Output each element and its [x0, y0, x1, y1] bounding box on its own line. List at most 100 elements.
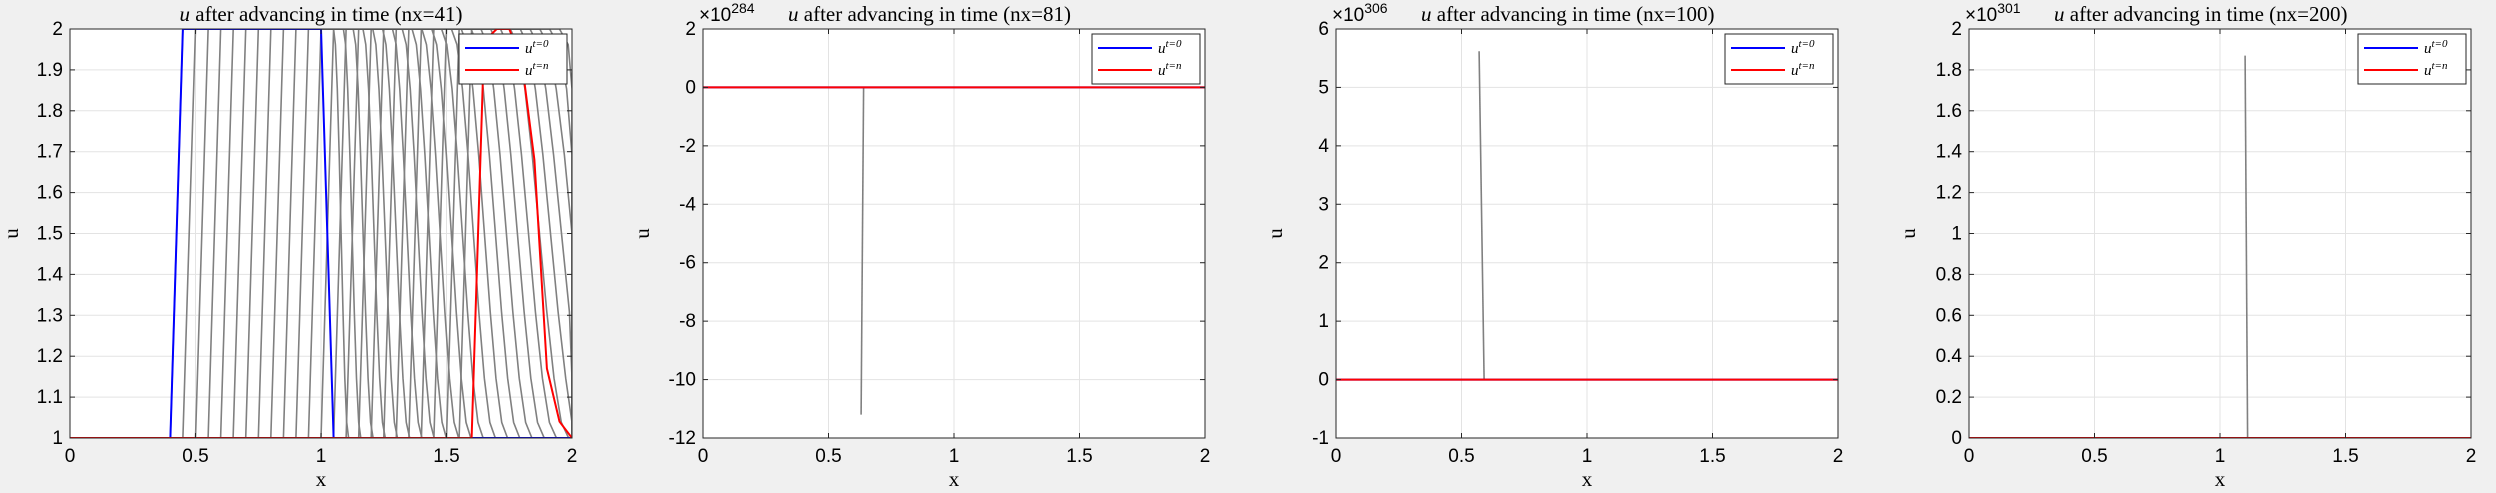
x-tick-label: 1: [2215, 446, 2226, 467]
chart-panel-1: 0 0.5 1 1.5 2 1 1.1 1.2 1.3 1.4 1.5 1.6 1.7 1.8 1.9 2 u …: [0, 2, 577, 491]
x-tick-label: 1: [949, 446, 960, 467]
intermediate-line: [70, 29, 572, 438]
x-tick-label: 1.5: [2332, 446, 2358, 467]
y-tick-label: 0.4: [1936, 346, 1963, 367]
y-axis-label: u: [630, 228, 654, 239]
legend-label: ut=0: [1158, 38, 1182, 57]
y-tick-label: 2: [1951, 19, 1962, 40]
legend-label: ut=0: [1791, 38, 1815, 57]
y-exponent: ×10284: [699, 0, 755, 26]
y-tick-label: 1: [1951, 224, 1962, 245]
y-tick-label: 0: [1318, 370, 1329, 391]
data-lines: [703, 86, 1205, 415]
y-tick-label: 1.5: [37, 224, 63, 245]
intermediate-line: [70, 29, 572, 438]
legend-box: [1091, 33, 1201, 85]
intermediate-line: [70, 29, 572, 438]
chart-title: u after advancing in time (nx=41): [180, 2, 463, 26]
y-exponent: ×10301: [1965, 0, 2021, 26]
legend-label: ut=0: [2424, 38, 2448, 57]
intermediate-line: [70, 29, 572, 438]
data-lines: [1969, 55, 2471, 438]
intermediate-line: [70, 29, 572, 438]
intermediate-line: [70, 29, 572, 438]
intermediate-line: [70, 29, 572, 438]
intermediate-line: [70, 29, 572, 438]
x-tick-label: 1: [1582, 446, 1593, 467]
y-tick-label: 0.2: [1936, 387, 1962, 408]
legend: ut=0 ut=n: [1091, 33, 1201, 85]
y-tick-label: 1.6: [1936, 101, 1962, 122]
intermediate-line: [70, 29, 572, 438]
legend-label: ut=n: [525, 60, 549, 79]
y-tick-label: 1.4: [1936, 142, 1963, 163]
legend: ut=0 ut=n: [2357, 33, 2467, 85]
x-tick-label: 0: [65, 446, 76, 467]
y-exponent: ×10306: [1332, 0, 1388, 26]
y-tick-label: -4: [679, 194, 696, 215]
blowup-line: [1478, 51, 1485, 380]
intermediate-line: [70, 29, 572, 438]
y-tick-label: 1.8: [37, 101, 63, 122]
intermediate-line: [70, 29, 572, 438]
legend-label: ut=n: [2424, 60, 2448, 79]
legend-box: [1724, 33, 1834, 85]
x-tick-label: 2: [1833, 446, 1844, 467]
data-lines: [1336, 51, 1838, 381]
data-lines: [70, 29, 572, 438]
y-tick-label: 1.8: [1936, 60, 1962, 81]
y-tick-label: 2: [52, 19, 63, 40]
x-tick-label: 1.5: [1066, 446, 1092, 467]
y-tick-label: 1.6: [37, 183, 63, 204]
x-tick-label: 0.5: [1448, 446, 1474, 467]
intermediate-line: [70, 29, 572, 438]
y-axis-label: u: [0, 228, 23, 239]
x-axis-label: x: [316, 467, 327, 491]
y-tick-label: -2: [679, 136, 696, 157]
intermediate-line: [70, 29, 572, 438]
chart-title: u after advancing in time (nx=200): [2054, 2, 2348, 26]
legend: ut=0 ut=n: [1724, 33, 1834, 85]
chart-panel-2: 0 0.5 1 1.5 2-12-10-8-6-4-202×10284 u after a…: [630, 0, 1210, 491]
y-tick-label: -12: [669, 428, 696, 449]
x-tick-label: 0.5: [182, 446, 208, 467]
intermediate-line: [70, 29, 572, 438]
y-tick-label: 1.7: [37, 142, 63, 163]
legend-label: ut=n: [1158, 60, 1182, 79]
y-tick-label: 1.3: [37, 305, 63, 326]
x-tick-label: 1.5: [1699, 446, 1725, 467]
legend-box: [458, 33, 568, 85]
x-tick-label: 0.5: [2081, 446, 2107, 467]
y-tick-label: 5: [1318, 77, 1329, 98]
legend-label: ut=0: [525, 38, 549, 57]
intermediate-line: [70, 29, 572, 438]
y-tick-label: 4: [1318, 136, 1329, 157]
x-axis-label: x: [949, 467, 960, 491]
y-tick-label: 1.2: [37, 346, 63, 367]
chart-title: u after advancing in time (nx=100): [1421, 2, 1715, 26]
x-tick-label: 0: [1331, 446, 1342, 467]
y-tick-label: 1: [1318, 311, 1329, 332]
y-tick-label: 1.1: [37, 387, 63, 408]
y-tick-label: 2: [1318, 253, 1329, 274]
legend-box: [2357, 33, 2467, 85]
x-tick-label: 2: [567, 446, 578, 467]
x-tick-label: 0: [698, 446, 709, 467]
blowup-line: [2244, 55, 2249, 438]
y-tick-label: -1: [1312, 428, 1329, 449]
intermediate-line: [70, 29, 572, 438]
grid: [69, 28, 573, 439]
intermediate-line: [70, 29, 572, 438]
y-tick-label: 1: [52, 428, 63, 449]
intermediate-line: [70, 29, 572, 438]
chart-panel-4: 0 0.5 1 1.5 200.20.40.60.811.21.41.61.82×103…: [1896, 0, 2476, 491]
y-tick-label: 0.6: [1936, 305, 1962, 326]
y-tick-label: 1.9: [37, 60, 63, 81]
x-tick-label: 0.5: [815, 446, 841, 467]
y-tick-label: 6: [1318, 19, 1329, 40]
x-tick-label: 2: [1200, 446, 1211, 467]
x-tick-label: 1.5: [433, 446, 459, 467]
y-axis-label: u: [1263, 228, 1287, 239]
